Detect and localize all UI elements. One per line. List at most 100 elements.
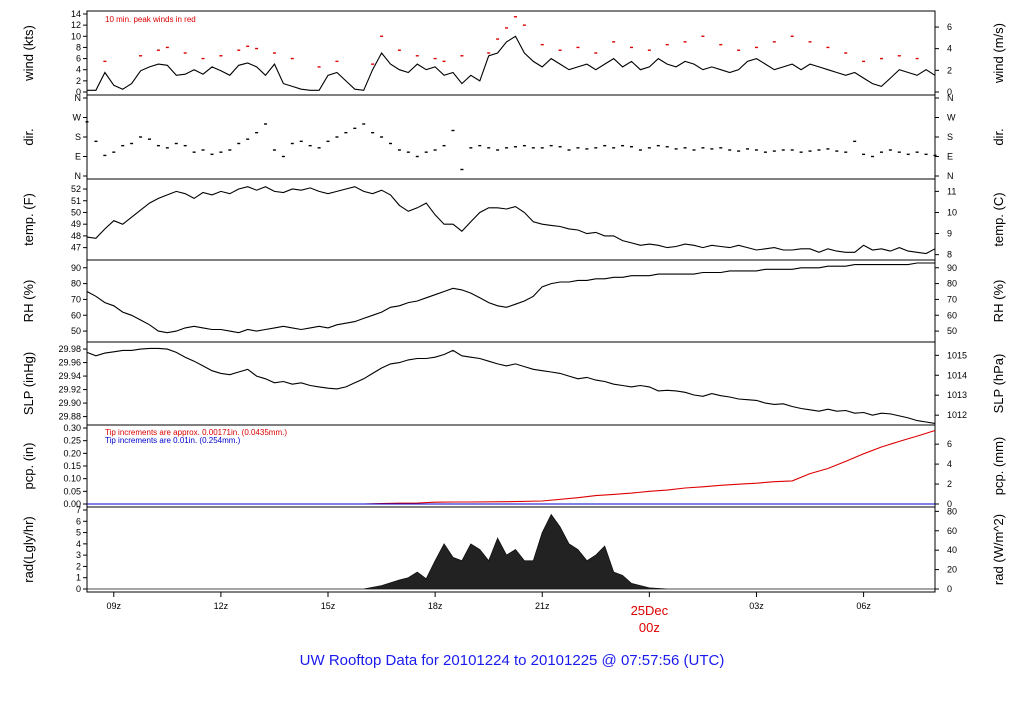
- wind-series-line-0: [87, 35, 936, 91]
- wind-point: [540, 43, 544, 46]
- rh-series-line-0: [86, 262, 935, 334]
- wind-left-tick-label: 6: [76, 54, 81, 64]
- dir-point: [576, 147, 580, 149]
- wind-point: [808, 41, 812, 43]
- wind-point: [665, 43, 669, 46]
- date-marker-time: 00z: [639, 620, 660, 635]
- rad-left-tick-label: 3: [76, 550, 81, 560]
- wind-point: [683, 41, 687, 43]
- rh-right-tick-label: 70: [947, 294, 957, 304]
- dir-point: [130, 142, 134, 145]
- dir-point: [183, 144, 187, 147]
- dir-point: [826, 148, 830, 150]
- rh-right-tick-label: 50: [947, 326, 957, 336]
- wind-point: [754, 46, 758, 49]
- wind-point: [630, 46, 634, 49]
- wind-point: [558, 49, 562, 51]
- wind-point: [460, 55, 464, 57]
- temp-left-tick-label: 52: [71, 184, 81, 194]
- dir-point: [290, 142, 294, 145]
- wind-point: [915, 57, 919, 60]
- pcp-left-tick-label: 0.15: [63, 461, 81, 471]
- wind-point: [844, 52, 848, 54]
- panel-rh: 50 60 70 80 90 50 60 70 80 90 RH (%) RH (%): [21, 259, 1006, 343]
- slp-right-tick-label: 1013: [947, 390, 967, 400]
- wind-point: [701, 35, 705, 37]
- wind-point: [737, 49, 741, 51]
- x-tick-label: 18z: [428, 601, 443, 611]
- pcp-ylabel-right: pcp. (mm): [991, 437, 1006, 496]
- dir-point: [415, 155, 419, 158]
- wind-right-tick-label: 4: [947, 44, 952, 54]
- pcp-left-tick-label: 0.30: [63, 423, 81, 433]
- dir-point: [674, 148, 678, 150]
- wind-left-tick-label: 10: [71, 31, 81, 41]
- temp-right-tick-label: 10: [947, 207, 957, 217]
- dir-point: [790, 149, 794, 151]
- dir-point: [112, 151, 116, 153]
- dir-point: [549, 144, 553, 147]
- dir-point: [487, 147, 491, 149]
- rh-left-tick-label: 80: [71, 279, 81, 289]
- rh-left-tick-label: 50: [71, 326, 81, 336]
- dir-point: [781, 149, 785, 151]
- wind-right-tick-label: 0: [947, 87, 952, 97]
- panel-slp: 29.88 29.90 29.92 29.94 29.96 29.98 1012 1013 10…: [21, 341, 1006, 426]
- dir-point: [647, 147, 651, 149]
- slp-right-tick-label: 1015: [947, 350, 967, 360]
- rad-right-tick-label: 20: [947, 565, 957, 575]
- dir-point: [692, 149, 696, 151]
- rad-left-tick-label: 1: [76, 573, 81, 583]
- pcp-note-1: Tip increments are 0.01in. (0.254mm.): [105, 436, 241, 445]
- wind-point: [371, 63, 375, 65]
- slp-left-tick-label: 29.90: [58, 398, 81, 408]
- dir-point: [906, 153, 910, 156]
- rh-left-tick-label: 60: [71, 310, 81, 320]
- pcp-left-tick-label: 0.05: [63, 486, 81, 496]
- panel-pcp: 0.00 0.05 0.10 0.15 0.20 0.25 0.30 0 2 4 6 pcp. (in…: [21, 423, 1006, 509]
- slp-right-tick-label: 1014: [947, 370, 967, 380]
- dir-point: [513, 146, 517, 148]
- dir-point: [174, 142, 178, 145]
- dir-point: [808, 150, 812, 152]
- wind-point: [496, 38, 500, 40]
- wind-point: [487, 52, 491, 54]
- dir-point: [737, 150, 741, 152]
- dir-point: [460, 168, 464, 171]
- dir-point: [772, 150, 776, 152]
- dir-point: [540, 147, 544, 149]
- wind-point: [594, 52, 598, 54]
- temp-left-tick-label: 47: [71, 243, 81, 253]
- dir-point: [567, 149, 571, 151]
- dir-point: [237, 142, 241, 145]
- dir-point: [817, 149, 821, 151]
- dir-point: [835, 150, 839, 152]
- dir-point: [862, 153, 866, 156]
- dir-point: [210, 153, 214, 156]
- temp-right-tick-label: 9: [947, 229, 952, 239]
- dir-point: [317, 147, 321, 149]
- slp-ylabel-right: SLP (hPa): [991, 354, 1006, 414]
- rad-series-area-0: [87, 513, 935, 590]
- pcp-right-tick-label: 2: [947, 479, 952, 489]
- dir-point: [442, 144, 446, 147]
- pcp-right-tick-label: 0: [947, 499, 952, 509]
- rad-ylabel-right: rad (W/m^2): [991, 514, 1006, 585]
- wind-left-tick-label: 0: [76, 87, 81, 97]
- dir-point: [621, 144, 625, 147]
- wind-ylabel-left: wind (kts): [21, 25, 36, 82]
- wind-point: [522, 24, 526, 26]
- wind-point: [246, 45, 250, 48]
- pcp-right-tick-label: 6: [947, 439, 952, 449]
- dir-left-tick-label: W: [73, 113, 82, 123]
- dir-point: [683, 147, 687, 149]
- dir-point: [281, 155, 285, 158]
- dir-point: [156, 144, 160, 147]
- wind-annotation: 10 min. peak winds in red: [105, 15, 196, 24]
- dir-point: [853, 140, 857, 143]
- pcp-series-line-0: [87, 429, 936, 505]
- wind-point: [415, 55, 419, 57]
- dir-point: [665, 146, 669, 148]
- wind-left-tick-label: 14: [71, 9, 81, 19]
